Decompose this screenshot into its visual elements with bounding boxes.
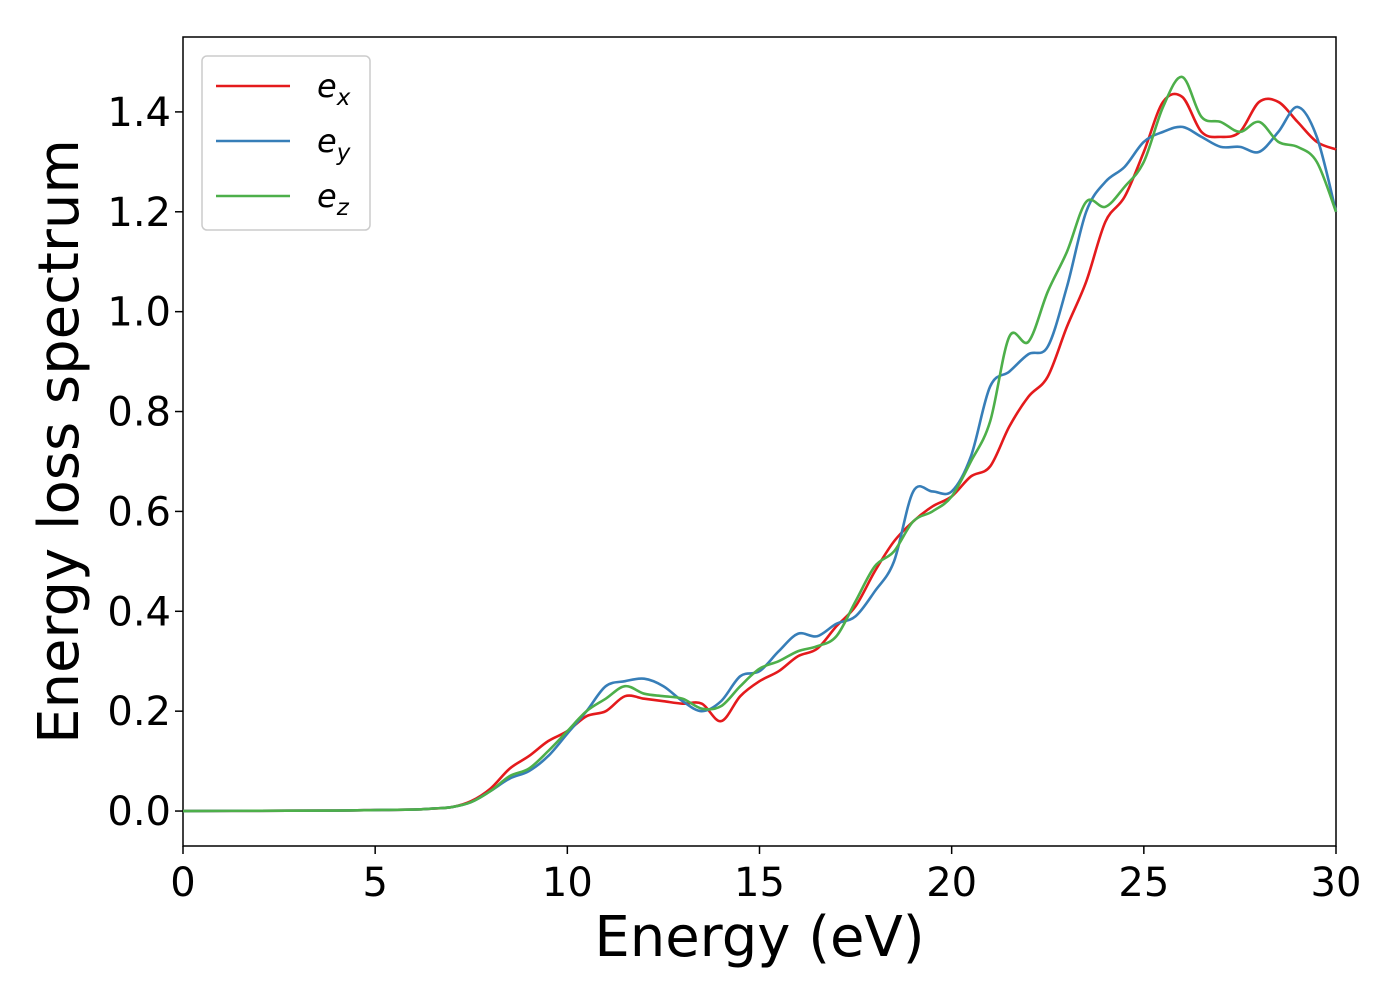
legend: ex ey ez	[201, 55, 371, 231]
y-tick-label: 0.0	[107, 789, 171, 835]
legend-items: ex ey ez	[216, 67, 351, 221]
y-axis-ticks: 0.0 0.2 0.4 0.6 0.8 1.0 1.2 1.4	[107, 90, 183, 835]
legend-label-x: ex	[317, 67, 351, 111]
series-layer	[182, 75, 1338, 813]
x-tick-label: 25	[1118, 860, 1169, 906]
series-line-z	[182, 75, 1338, 813]
x-axis-ticks: 0 5 10 15 20 25 30	[170, 846, 1361, 906]
y-tick-label: 0.2	[107, 689, 171, 735]
plot-area	[182, 36, 1337, 847]
legend-label-y: ey	[317, 122, 351, 166]
y-tick-label: 0.6	[107, 489, 171, 535]
y-axis-label: Energy loss spectrum	[27, 139, 92, 744]
x-tick-label: 10	[542, 860, 593, 906]
legend-label-z: ez	[317, 177, 350, 221]
x-tick-label: 30	[1311, 860, 1362, 906]
y-tick-label: 0.8	[107, 390, 171, 436]
x-tick-label: 15	[734, 860, 785, 906]
y-tick-label: 1.4	[107, 90, 171, 136]
y-tick-label: 1.0	[107, 290, 171, 336]
x-axis-label: Energy (eV)	[594, 905, 924, 970]
legend-frame	[201, 55, 371, 231]
y-tick-label: 1.2	[107, 190, 171, 236]
x-tick-label: 20	[926, 860, 977, 906]
x-tick-label: 0	[170, 860, 195, 906]
x-tick-label: 5	[362, 860, 387, 906]
y-tick-label: 0.4	[107, 589, 171, 635]
